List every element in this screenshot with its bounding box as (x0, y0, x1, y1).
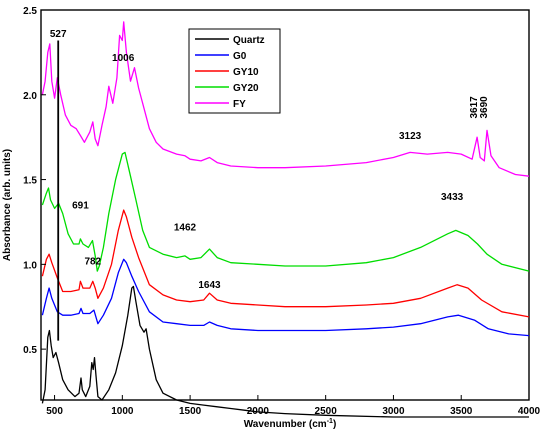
annotation-691: 691 (72, 200, 89, 211)
series-line-gy20 (41, 151, 530, 272)
y-tick-label-1.5: 1.5 (23, 176, 37, 187)
legend-label-gy10: GY10 (233, 67, 259, 78)
legend: Quartz G0 GY10 GY20 FY (188, 28, 281, 114)
plot-area (40, 9, 530, 401)
annotation-1006: 1006 (112, 53, 135, 64)
x-tick-label-2000: 2000 (247, 406, 270, 417)
annotation-3617: 3617 (469, 96, 480, 119)
annotation-3433: 3433 (441, 192, 464, 203)
x-tick-label-3000: 3000 (382, 406, 405, 417)
y-tick-label-2.5: 2.5 (23, 6, 37, 17)
x-tick-label-4000: 4000 (518, 406, 541, 417)
legend-label-g0: G0 (233, 51, 247, 62)
series-line-quartz (41, 285, 529, 418)
x-tick-label-2500: 2500 (315, 406, 338, 417)
series-line-gy10 (41, 209, 530, 318)
series-line-g0 (41, 258, 530, 337)
y-tick-label-0.5: 0.5 (23, 345, 37, 356)
x-axis-title-end: ) (333, 419, 336, 430)
series-layer (41, 21, 530, 418)
annotation-1462: 1462 (174, 222, 197, 233)
y-tick-label-2: 2.0 (23, 91, 37, 102)
legend-label-fy: FY (233, 99, 246, 110)
annotation-1643: 1643 (198, 280, 221, 291)
x-tick-label-500: 500 (46, 406, 63, 417)
x-axis-title-sup: -1 (327, 418, 333, 425)
plot-frame (40, 9, 530, 401)
annotation-3123: 3123 (399, 131, 422, 142)
y-axis-title: Absorbance (arb. units) (2, 149, 13, 261)
annotation-527: 527 (50, 29, 67, 40)
x-axis-title: Wavenumber (cm-1) (244, 418, 337, 430)
legend-label-gy20: GY20 (233, 83, 259, 94)
x-tick-label-1500: 1500 (179, 406, 202, 417)
x-tick-label-3500: 3500 (450, 406, 473, 417)
annotation-782: 782 (84, 256, 101, 267)
x-tick-label-1000: 1000 (111, 406, 134, 417)
axes-layer: 500 1000 1500 2000 2500 3000 3500 4000 0.5 1.0 1.5… (23, 6, 540, 417)
annotation-3690: 3690 (479, 96, 490, 119)
x-axis-title-main: Wavenumber (cm (244, 419, 327, 430)
legend-label-quartz: Quartz (233, 35, 265, 46)
series-line-fy (41, 21, 530, 177)
y-tick-label-1: 1.0 (23, 260, 37, 271)
